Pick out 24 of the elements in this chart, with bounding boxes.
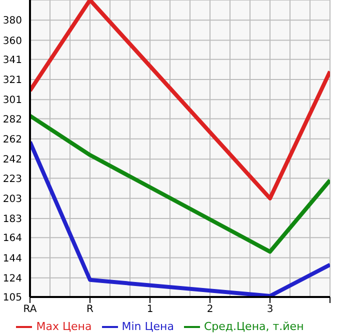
x-tick-label: 2 [206,304,214,316]
y-tick-label: 282 [2,114,22,126]
y-tick-label: 164 [2,233,22,244]
x-tick-label: R [86,304,94,316]
legend-label: Max Цена [36,320,92,334]
y-tick-label: 321 [2,75,22,86]
legend-label: Сред.Цена, т.йен [204,320,304,334]
y-tick-label: 223 [2,174,22,185]
y-tick-label: 341 [2,54,22,66]
x-tick-label: RA [23,304,37,316]
y-tick-label: 360 [2,36,22,47]
line-series [30,114,330,254]
x-tick-label: 3 [266,304,274,316]
y-tick-label: 301 [2,95,22,106]
y-tick-label: 203 [2,194,22,205]
y-tick-label: 105 [2,292,22,304]
y-tick-label: 124 [2,273,22,284]
y-tick-label: 183 [2,214,22,226]
y-tick-label: 262 [2,134,22,146]
y-tick-label: 242 [2,154,22,166]
y-tick-label: 380 [2,16,22,27]
y-tick-label: 144 [2,253,22,264]
legend-label: Min Цена [122,320,174,334]
x-tick-label: 1 [146,304,154,316]
